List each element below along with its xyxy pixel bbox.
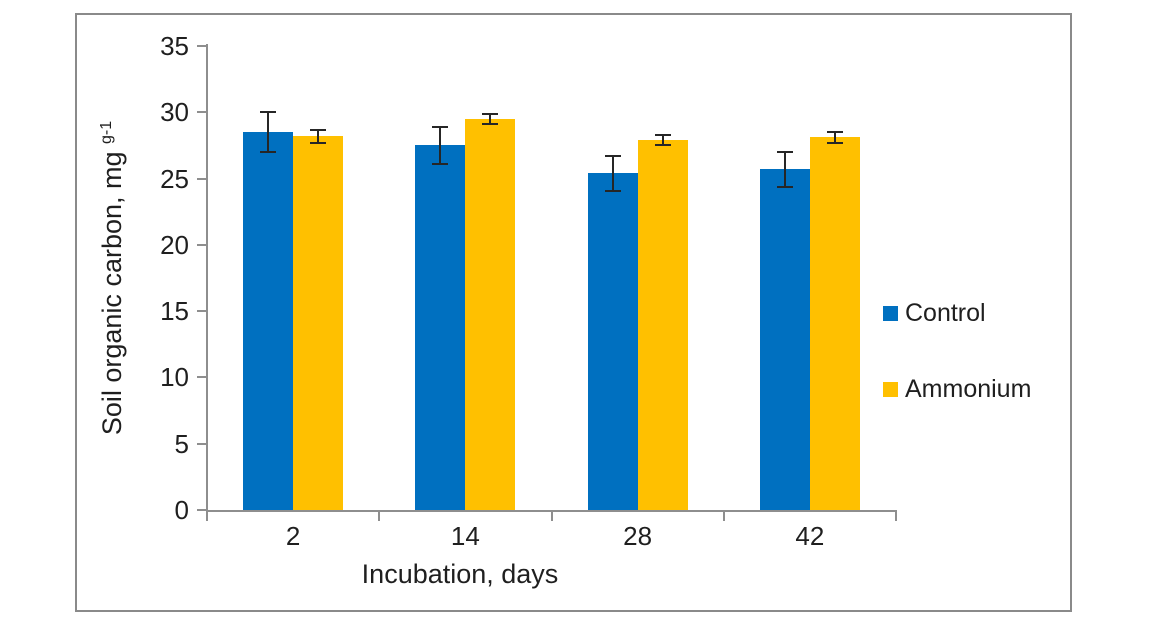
bar-ammonium-day14 bbox=[465, 118, 516, 510]
bar-ammonium-day42 bbox=[809, 137, 860, 510]
chart-frame bbox=[75, 13, 1072, 612]
error-bar-cap-top bbox=[826, 131, 843, 134]
y-tick-mark bbox=[197, 45, 207, 47]
error-bar-cap-bottom bbox=[260, 151, 277, 154]
error-bar-line bbox=[439, 126, 442, 164]
bar-ammonium-day2 bbox=[293, 136, 344, 510]
y-tick-mark bbox=[197, 376, 207, 379]
error-bar-cap-bottom bbox=[826, 141, 843, 144]
bar-control-day14 bbox=[415, 145, 466, 510]
error-bar-cap-bottom bbox=[654, 144, 671, 147]
error-bar-cap-bottom bbox=[432, 162, 449, 165]
legend-label-control: Control bbox=[905, 298, 986, 327]
bar-control-day28 bbox=[587, 173, 638, 510]
x-tick-mark bbox=[895, 512, 897, 521]
error-bar-line bbox=[833, 132, 836, 143]
y-tick-label: 5 bbox=[174, 428, 189, 459]
error-bar-line bbox=[489, 113, 492, 125]
bar-control-day42 bbox=[759, 169, 810, 510]
y-tick-label: 35 bbox=[160, 31, 189, 61]
y-axis-title-superscript: g-1 bbox=[98, 120, 115, 144]
y-tick-mark bbox=[197, 111, 207, 114]
legend: Control Ammonium bbox=[883, 299, 1031, 403]
x-tick-mark bbox=[550, 512, 553, 521]
x-category-label: 28 bbox=[623, 521, 653, 551]
y-axis-line bbox=[206, 44, 208, 512]
error-bar-cap-top bbox=[776, 151, 793, 154]
x-tick-mark bbox=[378, 512, 381, 521]
error-bar-cap-top bbox=[604, 155, 621, 158]
x-tick-mark bbox=[206, 512, 208, 521]
error-bar-cap-top bbox=[260, 111, 277, 114]
y-tick-mark bbox=[197, 310, 207, 313]
legend-item-ammonium: Ammonium bbox=[883, 375, 1031, 403]
y-tick-mark bbox=[197, 442, 207, 445]
legend-label-ammonium: Ammonium bbox=[905, 374, 1032, 403]
error-bar-line bbox=[661, 134, 664, 146]
y-tick-label: 0 bbox=[174, 495, 189, 525]
error-bar-cap-top bbox=[310, 128, 327, 131]
error-bar-line bbox=[611, 156, 614, 191]
error-bar-cap-top bbox=[654, 133, 671, 136]
error-bar-cap-top bbox=[432, 125, 449, 128]
error-bar-line bbox=[267, 112, 270, 153]
y-tick-mark bbox=[197, 177, 207, 180]
bar-control-day2 bbox=[243, 132, 294, 510]
error-bar-line bbox=[783, 152, 786, 187]
legend-swatch-control bbox=[883, 305, 898, 321]
error-bar-line bbox=[317, 129, 320, 143]
y-tick-label: 15 bbox=[160, 296, 189, 327]
error-bar-cap-bottom bbox=[310, 141, 327, 144]
y-tick-label: 10 bbox=[160, 362, 189, 393]
x-axis-title: Incubation, days bbox=[361, 559, 559, 589]
x-category-label: 14 bbox=[450, 521, 480, 551]
x-category-label: 2 bbox=[285, 521, 301, 551]
y-tick-label: 25 bbox=[160, 163, 189, 194]
y-tick-mark bbox=[197, 509, 207, 511]
x-category-label: 42 bbox=[795, 521, 825, 551]
x-tick-mark bbox=[722, 512, 725, 521]
y-tick-mark bbox=[197, 243, 207, 246]
error-bar-cap-bottom bbox=[604, 189, 621, 192]
y-axis-title: Soil organic carbon, mg g-1 bbox=[94, 58, 130, 498]
legend-swatch-ammonium bbox=[883, 381, 898, 397]
legend-item-control: Control bbox=[883, 299, 1031, 327]
error-bar-cap-bottom bbox=[482, 123, 499, 126]
x-axis-line bbox=[206, 510, 897, 512]
bar-ammonium-day28 bbox=[637, 140, 688, 510]
y-tick-label: 30 bbox=[160, 97, 189, 128]
y-axis-title-text: Soil organic carbon, mg bbox=[97, 143, 127, 436]
error-bar-cap-bottom bbox=[776, 185, 793, 188]
error-bar-cap-top bbox=[482, 112, 499, 115]
y-tick-label: 20 bbox=[160, 229, 189, 260]
